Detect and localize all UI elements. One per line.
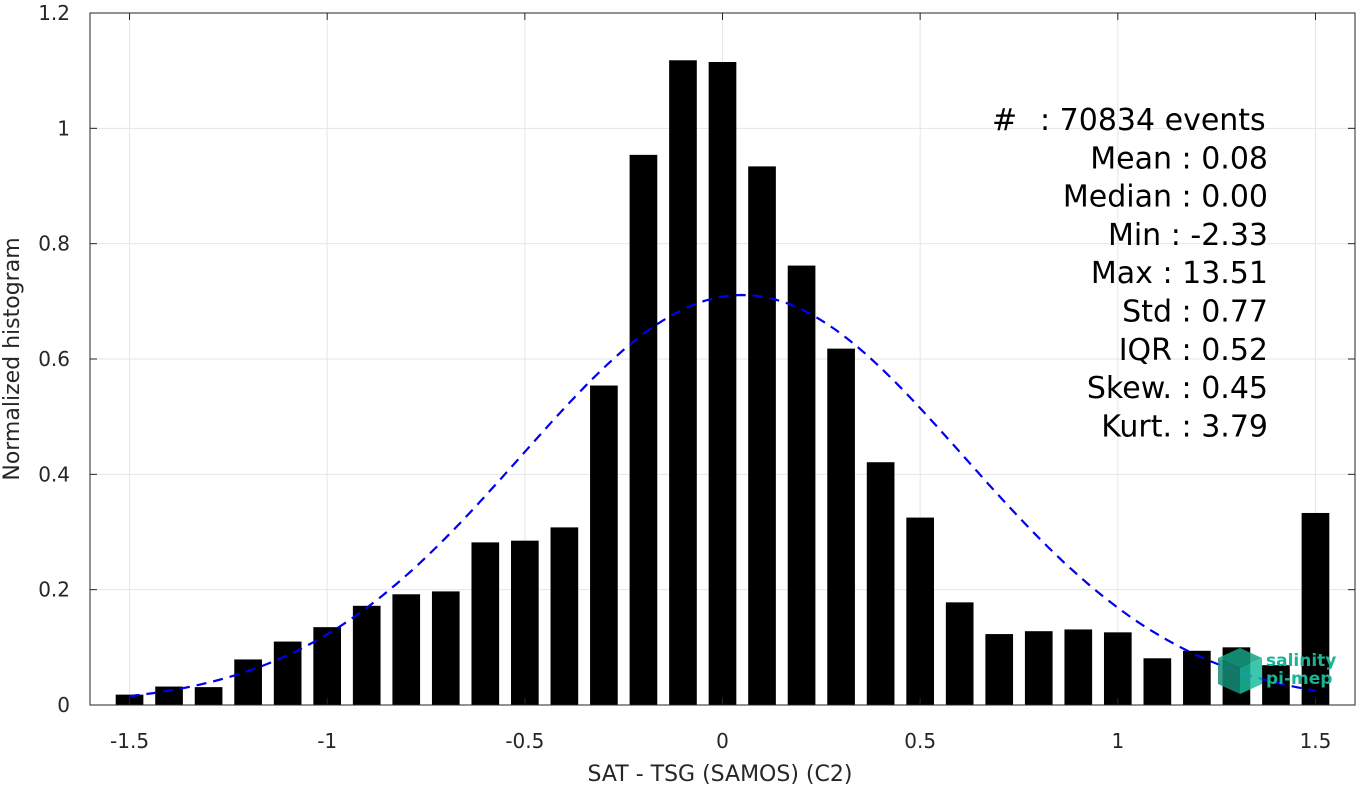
y-tick-label: 1 [57, 116, 70, 140]
histogram-bar [629, 154, 658, 706]
salinity-pimep-logo: salinity pi-mep [1218, 648, 1336, 694]
x-tick-label: 1 [1111, 729, 1124, 753]
stat-label: IQR [1119, 333, 1172, 368]
stat-label: Std [1122, 295, 1172, 330]
histogram-bar [1103, 632, 1132, 705]
stat-row: Median : 0.00 [1063, 180, 1268, 215]
stat-label: Skew. [1087, 371, 1172, 406]
x-tick-label: 1.5 [1300, 729, 1332, 753]
stat-row: Min : -2.33 [1108, 218, 1268, 253]
histogram-bar [1262, 665, 1290, 705]
logo-line-1: salinity [1266, 651, 1336, 671]
stat-value: : 0.77 [1172, 295, 1268, 330]
stat-row: Skew. : 0.45 [1087, 371, 1268, 406]
stat-label: Max [1091, 256, 1153, 291]
y-axis-label: Normalized histogram [0, 237, 25, 480]
x-axis-label: SAT - TSG (SAMOS) (C2) [588, 762, 853, 785]
histogram-bar [1301, 512, 1330, 705]
x-tick-label: 0 [716, 729, 729, 753]
x-tick-label: -1 [317, 729, 337, 753]
stat-line: Std : 0.77 [1122, 295, 1268, 330]
stat-label: Kurt. [1101, 409, 1172, 444]
histogram-bar [945, 602, 974, 705]
axis-ticks [90, 12, 1355, 706]
y-tick-label: 1.2 [38, 1, 70, 25]
histogram-bar [155, 686, 183, 705]
stat-line: Min : -2.33 [1108, 218, 1268, 253]
stat-value: : 0.45 [1172, 371, 1268, 406]
histogram-bar [1064, 629, 1093, 705]
histogram-bar [748, 166, 776, 706]
histogram-bar [234, 659, 262, 705]
histogram-bar [669, 60, 697, 705]
stat-value: : 13.51 [1153, 256, 1268, 291]
y-tick-label: 0.2 [38, 578, 70, 602]
histogram-bar [866, 462, 895, 705]
stat-line: Skew. : 0.45 [1087, 371, 1268, 406]
histogram-bar [708, 62, 737, 706]
histogram-bar [194, 687, 223, 705]
histogram-bar [1183, 650, 1211, 705]
histogram-bar [590, 385, 618, 705]
stat-value: : 0.08 [1172, 141, 1268, 176]
histogram-bar [273, 641, 302, 705]
histogram-bar [511, 540, 539, 705]
stat-line: IQR : 0.52 [1119, 333, 1268, 368]
x-tick-label: -0.5 [505, 729, 544, 753]
histogram-bar [392, 594, 421, 705]
histogram-bar [313, 627, 342, 705]
y-tick-label: 0.8 [38, 232, 70, 256]
stat-label: Mean [1090, 141, 1172, 176]
stat-line: Median : 0.00 [1063, 180, 1268, 215]
y-tick-labels: 0 0.2 0.4 0.6 0.8 1 1.2 [38, 1, 70, 717]
histogram-bar [985, 634, 1014, 705]
stat-value: : 70834 events [1040, 103, 1266, 138]
y-tick-label: 0 [57, 693, 70, 717]
logo-line-2: pi-mep [1266, 669, 1332, 689]
stat-line: Mean : 0.08 [1090, 141, 1268, 176]
cube-icon [1218, 648, 1262, 694]
stat-row: Max : 13.51 [1091, 256, 1268, 291]
stat-row: Std : 0.77 [1122, 295, 1268, 330]
stat-value: : 3.79 [1172, 409, 1268, 444]
histogram-bar [827, 348, 855, 705]
stat-row: IQR : 0.52 [1119, 333, 1268, 368]
x-tick-label: -1.5 [110, 729, 149, 753]
histogram-bar [787, 265, 816, 705]
histogram-bar [1024, 631, 1053, 705]
y-tick-label: 0.4 [38, 462, 70, 486]
histogram-bar [431, 591, 460, 705]
stat-label: Min [1108, 218, 1161, 253]
histogram-bar [471, 542, 500, 705]
stat-label: # [992, 103, 1017, 138]
stat-label: Median [1063, 180, 1172, 215]
normal-fit-curve [129, 293, 1316, 698]
y-tick-label: 0.6 [38, 347, 70, 371]
histogram-bar [550, 527, 579, 705]
stat-line: Max : 13.51 [1091, 256, 1268, 291]
stat-value: : 0.52 [1172, 333, 1268, 368]
x-tick-labels: -1.5 -1 -0.5 0 0.5 1 1.5 [110, 729, 1331, 753]
stat-value: : 0.00 [1172, 180, 1268, 215]
stat-row: # : 70834 events [992, 103, 1266, 138]
stat-row: Kurt. : 3.79 [1101, 409, 1268, 444]
histogram-bars [115, 60, 1330, 706]
x-tick-label: 0.5 [904, 729, 936, 753]
stat-value: : -2.33 [1161, 218, 1268, 253]
stat-line: Kurt. : 3.79 [1101, 409, 1268, 444]
histogram-bar [906, 517, 934, 705]
stat-row: Mean : 0.08 [1090, 141, 1268, 176]
histogram-bar [352, 605, 381, 705]
histogram-bar [1143, 658, 1172, 705]
